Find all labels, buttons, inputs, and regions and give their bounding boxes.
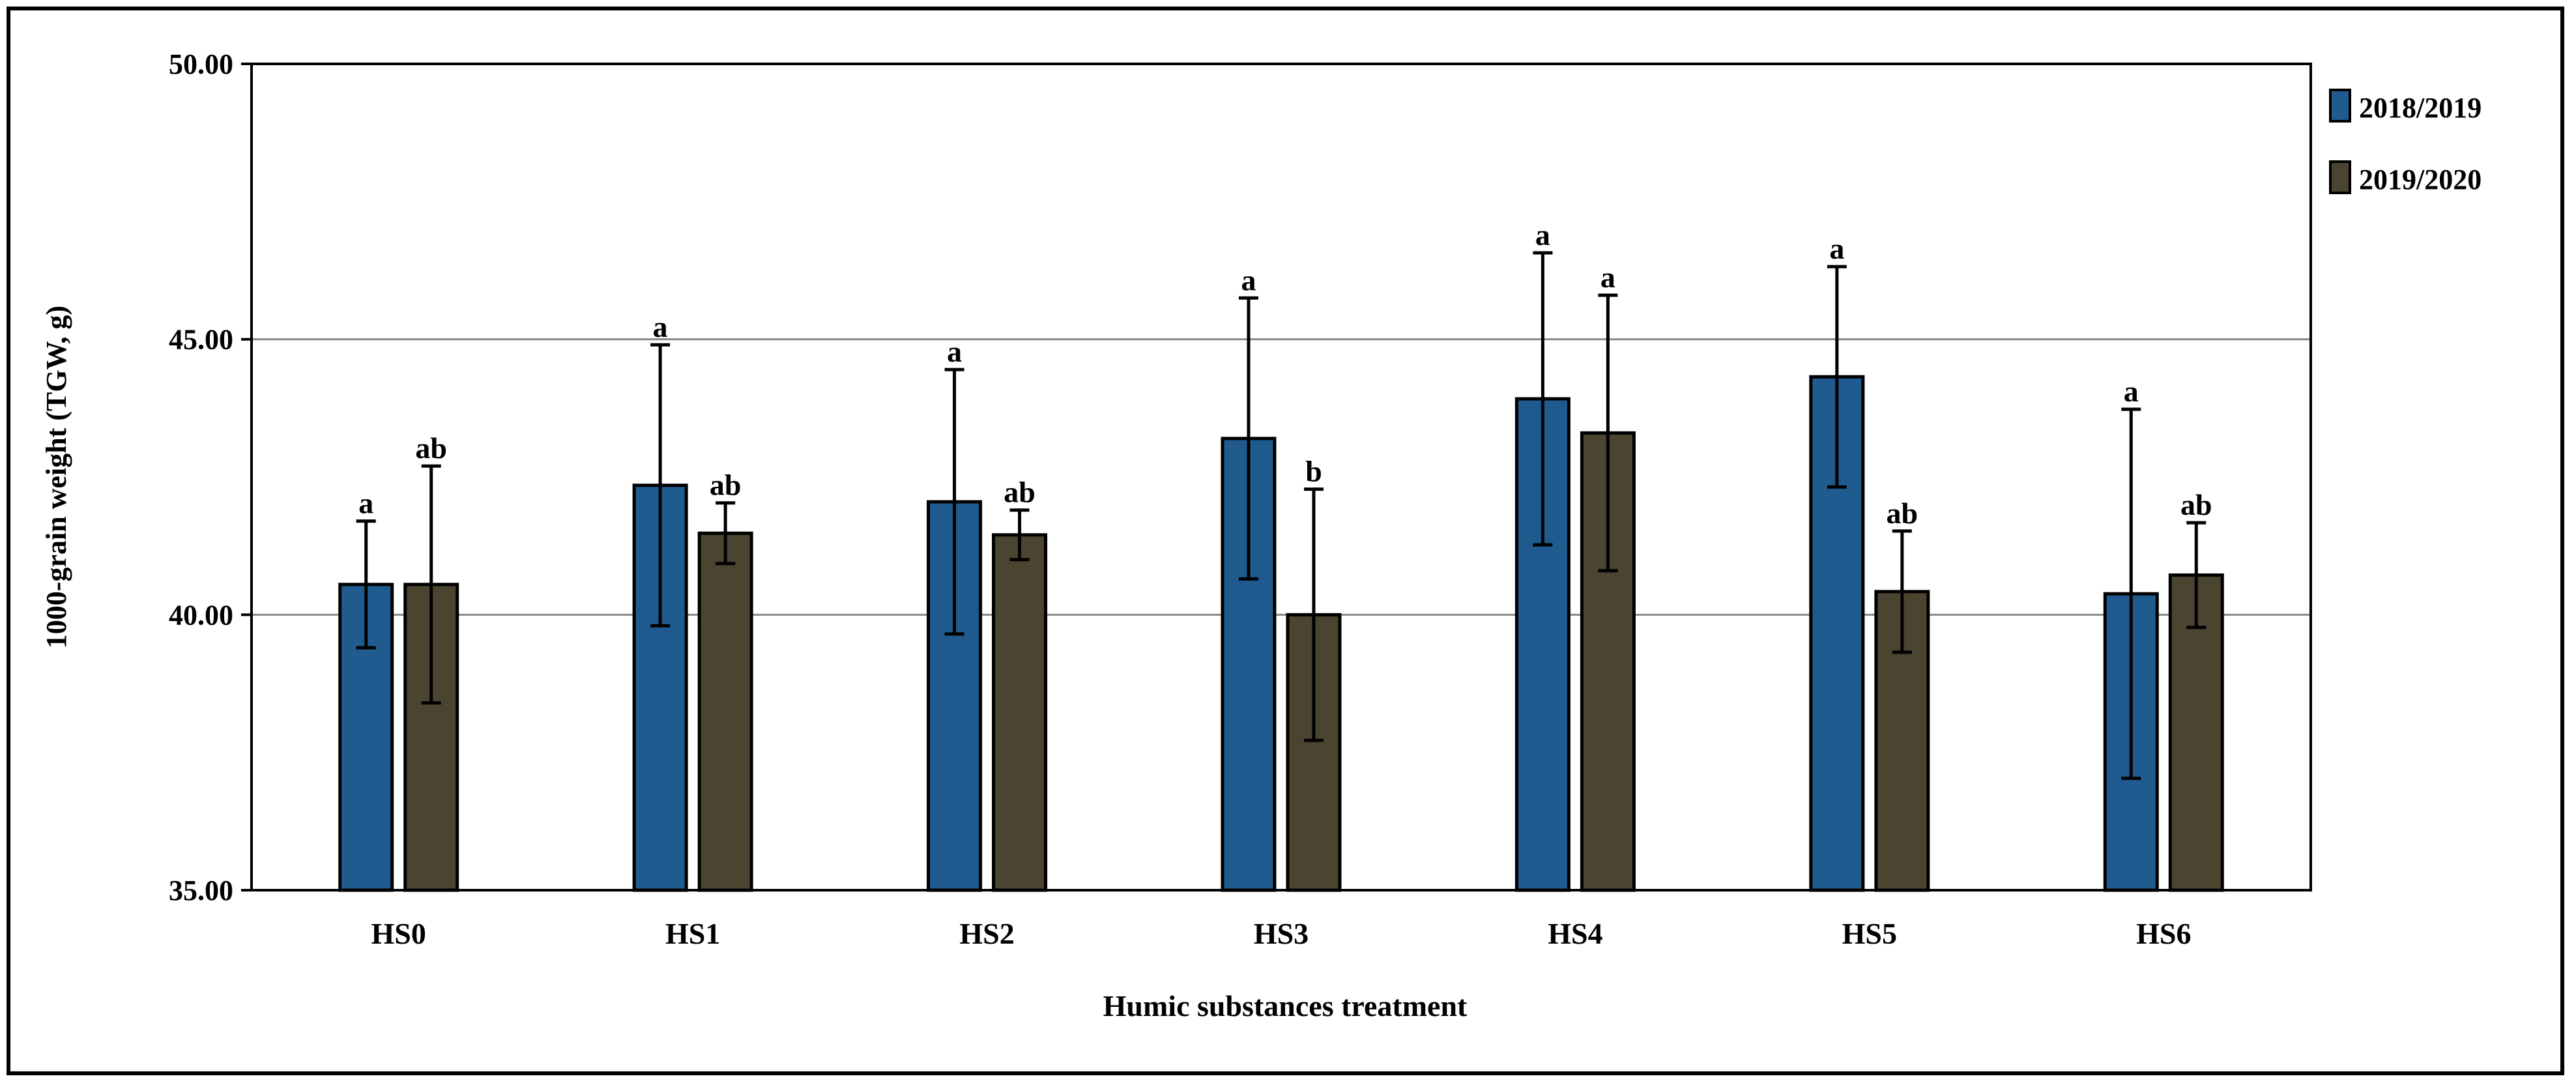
x-tick-label-hs5: HS5 [1842,917,1897,950]
legend-swatch-1 [2329,160,2351,194]
sig-label-hs6-series-1: ab [2180,488,2212,521]
y-tick-label-2: 45.00 [169,324,233,356]
figure-frame: a a a a a a a ab ab ab b a ab ab 35.00 40.00 45.00 50.00… [7,7,2564,1075]
bars [338,375,2224,892]
sig-label-hs1-series-0: a [653,310,668,343]
legend: 2018/2019 2019/2020 [2329,89,2482,196]
sig-label-hs5-series-0: a [1829,232,1844,265]
legend-label-1: 2019/2020 [2359,164,2482,196]
x-tick-label-hs3: HS3 [1254,917,1309,950]
sig-label-hs2-series-0: a [947,335,962,368]
bar-hs1-series-1 [697,531,753,892]
sig-label-hs1-series-1: ab [710,469,742,502]
gridlines [252,338,2311,616]
sig-label-hs3-series-0: a [1241,263,1256,297]
x-tick-label-hs4: HS4 [1548,917,1602,950]
y-tick-label-1: 40.00 [169,599,233,631]
sig-label-hs4-series-0: a [1535,218,1550,252]
x-tick-label-hs1: HS1 [665,917,720,950]
sig-label-hs0-series-1: ab [415,431,447,465]
legend-label-0: 2018/2019 [2359,92,2482,124]
x-axis-title: Humic substances treatment [1103,989,1468,1022]
x-tick-label-hs6: HS6 [2136,917,2191,950]
plot-area [250,63,2312,891]
sig-label-hs0-series-0: a [358,487,373,520]
sig-label-hs5-series-1: ab [1887,497,1918,530]
error-bars [356,251,2207,780]
x-tick-label-hs2: HS2 [959,917,1014,950]
sig-label-hs3-series-1: b [1305,455,1322,488]
significance-labels: a a a a a a a ab ab ab b a ab ab [358,218,2212,530]
legend-swatch-0 [2329,89,2351,123]
bar-chart: a a a a a a a ab ab ab b a ab ab 35.00 40.00 45.00 50.00… [40,48,2482,1022]
y-axis-title: 1000-grain weight (TGW, g) [40,306,72,648]
x-axis-ticks: HS0 HS1 HS2 HS3 HS4 HS5 HS6 [371,917,2192,950]
sig-label-hs4-series-1: a [1600,261,1615,294]
y-tick-label-0: 35.00 [169,875,233,906]
x-tick-label-hs0: HS0 [371,917,426,950]
y-tick-label-3: 50.00 [169,48,233,80]
y-axis-ticks: 35.00 40.00 45.00 50.00 [169,48,252,906]
bar-hs2-series-1 [992,533,1048,892]
sig-label-hs6-series-0: a [2124,375,2139,408]
sig-label-hs2-series-1: ab [1004,476,1035,509]
